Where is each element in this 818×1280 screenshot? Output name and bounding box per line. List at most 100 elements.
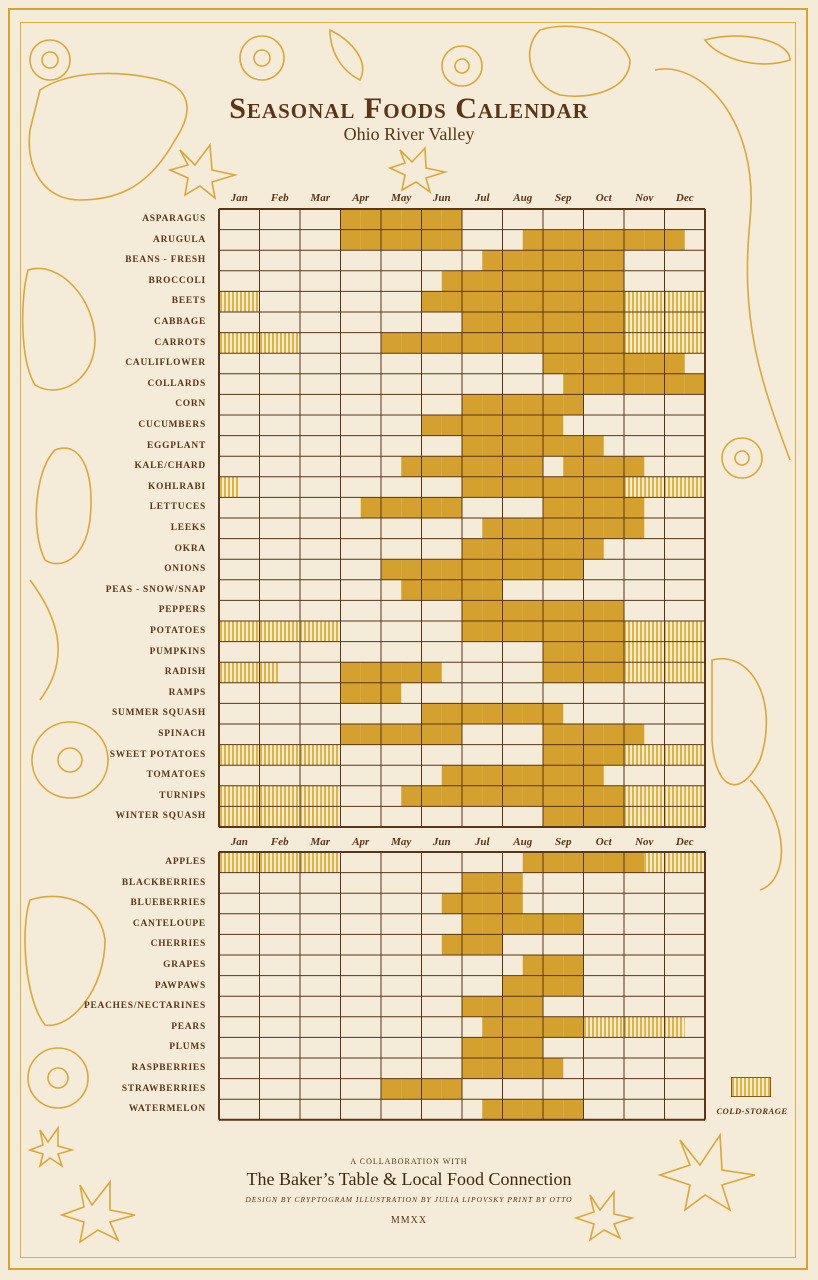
fresh-cell bbox=[502, 415, 523, 436]
fresh-cell bbox=[401, 785, 422, 807]
fresh-cell bbox=[482, 765, 503, 786]
row-label: CANTELOUPE bbox=[132, 918, 206, 929]
row-label: SPINACH bbox=[158, 729, 206, 739]
starburst-drawing bbox=[573, 1189, 635, 1242]
row-label: BROCCOLI bbox=[148, 275, 206, 286]
fresh-cell bbox=[441, 415, 462, 436]
fresh-cell bbox=[482, 934, 503, 955]
fresh-cell bbox=[381, 1078, 402, 1100]
row-label: SWEET POTATOES bbox=[109, 749, 206, 760]
row-label: PUMPKINS bbox=[149, 646, 206, 657]
flower-drawing bbox=[31, 721, 109, 799]
row-label: BEETS bbox=[171, 296, 206, 307]
fresh-cell bbox=[502, 456, 523, 477]
fresh-cell bbox=[563, 394, 584, 415]
fresh-cell bbox=[522, 394, 543, 415]
cold-storage-cell bbox=[664, 1016, 685, 1038]
fresh-cell bbox=[502, 312, 523, 333]
fresh-cell bbox=[421, 662, 442, 683]
strawberry-drawing bbox=[528, 25, 631, 98]
fresh-cell bbox=[543, 229, 564, 251]
fresh-cell bbox=[482, 785, 503, 807]
fresh-cell bbox=[482, 476, 503, 498]
cold-storage-cell bbox=[320, 806, 341, 827]
flower-drawing bbox=[239, 35, 285, 81]
fresh-cell bbox=[441, 765, 462, 786]
fresh-cell bbox=[563, 955, 584, 976]
cold-storage-cell bbox=[239, 806, 260, 827]
fresh-cell bbox=[462, 270, 483, 292]
fresh-cell bbox=[401, 497, 422, 518]
fresh-cell bbox=[522, 435, 543, 457]
cold-storage-cell bbox=[624, 291, 645, 312]
fresh-cell bbox=[381, 209, 402, 230]
starburst-drawing bbox=[657, 1132, 756, 1212]
fresh-cell bbox=[482, 270, 503, 292]
fresh-cell bbox=[664, 353, 685, 374]
fresh-cell bbox=[482, 893, 503, 914]
month-label-apr: Apr bbox=[352, 192, 370, 204]
cold-storage-cell bbox=[644, 1016, 665, 1038]
fresh-cell bbox=[583, 744, 604, 766]
cold-storage-cell bbox=[644, 744, 665, 766]
fresh-cell bbox=[360, 209, 381, 230]
fresh-cell bbox=[543, 955, 564, 976]
cold-storage-cell bbox=[664, 332, 685, 354]
cold-storage-cell bbox=[664, 476, 685, 498]
fresh-cell bbox=[462, 538, 483, 560]
row-label: ONIONS bbox=[164, 564, 206, 575]
month-label-sep: Sep bbox=[555, 192, 572, 204]
cold-storage-cell bbox=[684, 806, 705, 827]
fresh-cell bbox=[502, 913, 523, 935]
month-label-may: May bbox=[391, 836, 412, 848]
fresh-cell bbox=[482, 600, 503, 621]
cold-storage-cell bbox=[259, 852, 280, 873]
fresh-cell bbox=[543, 785, 564, 807]
fresh-cell bbox=[543, 497, 564, 518]
fresh-cell bbox=[462, 435, 483, 457]
cold-storage-cell bbox=[300, 744, 321, 766]
fresh-cell bbox=[502, 291, 523, 312]
fresh-cell bbox=[624, 229, 645, 251]
fresh-cell bbox=[502, 538, 523, 560]
fresh-cell bbox=[563, 497, 584, 518]
fresh-cell bbox=[543, 1058, 564, 1079]
cold-storage-cell bbox=[279, 785, 300, 807]
fresh-cell bbox=[381, 332, 402, 354]
cold-storage-cell bbox=[239, 744, 260, 766]
row-label: PEACHES/NECTARINES bbox=[83, 1001, 206, 1012]
fresh-cell bbox=[421, 229, 442, 251]
cold-storage-cell bbox=[219, 806, 240, 827]
fresh-cell bbox=[502, 1016, 523, 1038]
fresh-cell bbox=[502, 270, 523, 292]
cold-storage-cell bbox=[644, 312, 665, 333]
cold-storage-cell bbox=[644, 852, 665, 873]
fresh-cell bbox=[624, 518, 645, 539]
fresh-cell bbox=[644, 353, 665, 374]
fresh-cell bbox=[543, 621, 564, 642]
fresh-cell bbox=[522, 229, 543, 251]
fresh-cell bbox=[502, 621, 523, 642]
fresh-cell bbox=[482, 312, 503, 333]
fresh-cell bbox=[401, 332, 422, 354]
fresh-cell bbox=[543, 852, 564, 873]
fresh-cell bbox=[583, 662, 604, 683]
fresh-cell bbox=[563, 312, 584, 333]
fresh-cell bbox=[482, 996, 503, 1017]
fresh-cell bbox=[401, 209, 422, 230]
fresh-cell bbox=[543, 538, 564, 560]
row-label: PEAS - SNOW/SNAP bbox=[105, 584, 206, 595]
cold-storage-cell bbox=[644, 291, 665, 312]
fresh-cell bbox=[502, 250, 523, 271]
fresh-cell bbox=[583, 456, 604, 477]
fresh-cell bbox=[441, 579, 462, 601]
fresh-cell bbox=[401, 229, 422, 251]
fresh-cell bbox=[603, 724, 624, 745]
fresh-cell bbox=[462, 291, 483, 312]
fresh-cell bbox=[563, 229, 584, 251]
cold-storage-cell bbox=[239, 662, 260, 683]
fresh-cell bbox=[502, 996, 523, 1017]
cold-storage-cell bbox=[219, 662, 240, 683]
row-label: SUMMER SQUASH bbox=[111, 708, 206, 719]
fresh-cell bbox=[563, 662, 584, 683]
